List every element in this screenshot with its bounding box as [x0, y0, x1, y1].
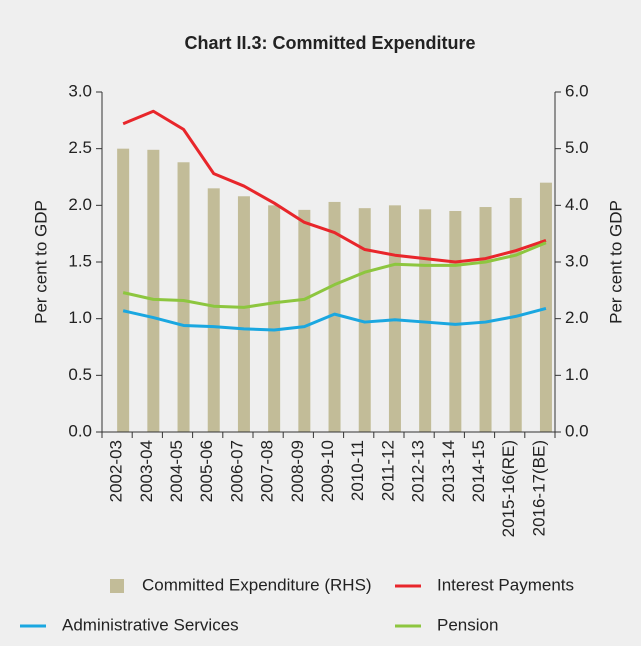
bar	[298, 209, 311, 432]
bar	[328, 201, 341, 432]
bar	[207, 188, 220, 432]
legend-label: Pension	[437, 615, 498, 634]
x-tick-label: 2016-17(BE)	[529, 440, 548, 536]
y-tick-label: 1.5	[68, 251, 92, 270]
bar	[117, 148, 130, 432]
x-tick-label: 2002-03	[107, 440, 126, 502]
x-tick-label: 2007-08	[258, 440, 277, 502]
y-tick-label: 1.0	[68, 308, 92, 327]
legend-label: Committed Expenditure (RHS)	[142, 575, 372, 594]
bar	[268, 205, 281, 432]
x-tick-label: 2004-05	[167, 440, 186, 502]
y-tick-label: 2.5	[68, 138, 92, 157]
y-tick-label: 0.5	[68, 365, 92, 384]
x-tick-label: 2006-07	[227, 440, 246, 502]
bar	[358, 208, 371, 432]
x-tick-label: 2003-04	[137, 440, 156, 502]
y-tick-label: 0.0	[68, 421, 92, 440]
x-tick-label: 2010-11	[348, 440, 367, 501]
x-tick-label: 2012-13	[409, 440, 428, 502]
x-tick-label: 2009-10	[318, 440, 337, 502]
bar	[237, 196, 250, 432]
chart-title: Chart II.3: Committed Expenditure	[184, 33, 475, 53]
legend-label: Administrative Services	[62, 615, 239, 634]
line	[122, 109, 547, 264]
bar	[539, 182, 552, 432]
x-tick-label: 2005-06	[197, 440, 216, 502]
legend-label: Interest Payments	[437, 575, 574, 594]
y-tick-label: 3.0	[68, 81, 92, 100]
y2-axis-title: Per cent to GDP	[606, 200, 625, 324]
y2-tick-label: 1.0	[565, 365, 589, 384]
line	[122, 307, 547, 332]
x-tick-label: 2008-09	[288, 440, 307, 502]
y2-tick-label: 3.0	[565, 251, 589, 270]
y2-tick-label: 4.0	[565, 195, 589, 214]
bar	[147, 149, 160, 433]
y2-tick-label: 6.0	[565, 81, 589, 100]
x-tick-label: 2011-12	[378, 440, 397, 501]
bar	[177, 162, 190, 432]
legend-swatch	[110, 579, 124, 593]
x-tick-label: 2013-14	[439, 440, 458, 502]
y-axis-title: Per cent to GDP	[31, 200, 50, 324]
x-tick-label: 2015-16(RE)	[499, 440, 518, 537]
y2-tick-label: 0.0	[565, 421, 589, 440]
line	[122, 241, 547, 309]
x-tick-label: 2014-15	[469, 440, 488, 502]
y2-tick-label: 2.0	[565, 308, 589, 327]
y2-tick-label: 5.0	[565, 138, 589, 157]
bar	[449, 211, 462, 432]
y-tick-label: 2.0	[68, 195, 92, 214]
bar	[479, 207, 492, 432]
